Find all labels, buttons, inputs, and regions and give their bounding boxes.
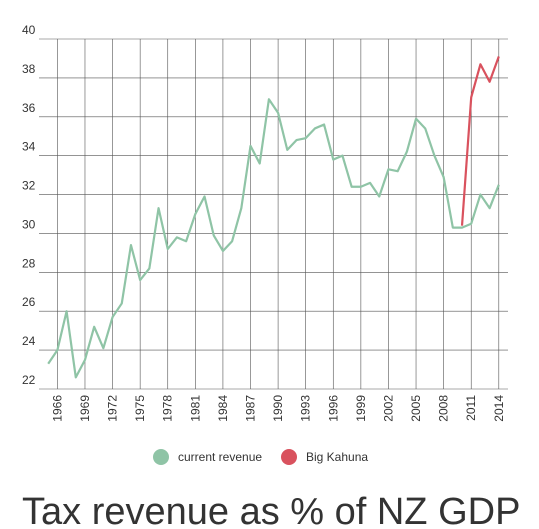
y-tick-label: 40 [22,23,36,37]
y-tick-label: 24 [22,334,36,348]
x-tick-label: 1993 [299,395,313,422]
y-tick-label: 30 [22,217,36,231]
x-tick-label: 1990 [271,395,285,422]
x-tick-label: 1975 [133,395,147,422]
y-tick-label: 34 [22,140,36,154]
series-line [47,98,500,379]
y-tick-label: 28 [22,256,36,270]
x-tick-label: 1996 [326,395,340,422]
y-tick-label: 36 [22,101,36,115]
legend-label: Big Kahuna [306,450,368,464]
chart-title: Tax revenue as % of NZ GDP [22,491,520,529]
legend-swatch [281,449,297,465]
y-tick-label: 38 [22,62,36,76]
x-tick-label: 1966 [50,395,64,422]
x-tick-label: 2011 [464,395,478,421]
x-tick-label: 1972 [106,395,120,422]
x-tick-label: 1987 [244,395,258,422]
x-tick-label: 2005 [409,395,423,422]
x-tick-label: 2008 [437,395,451,422]
series-line [460,56,500,226]
x-tick-label: 1984 [216,395,230,422]
x-tick-label: 1978 [161,395,175,422]
x-tick-label: 1999 [354,395,368,422]
y-tick-label: 22 [22,373,36,387]
x-tick-label: 1969 [78,395,92,422]
y-tick-label: 32 [22,179,36,193]
y-tick-label: 26 [22,295,36,309]
x-tick-label: 2002 [381,395,395,422]
x-tick-label: 1981 [188,395,202,422]
legend-label: current revenue [178,450,262,464]
x-tick-label: 2014 [492,395,506,422]
legend-swatch [153,449,169,465]
